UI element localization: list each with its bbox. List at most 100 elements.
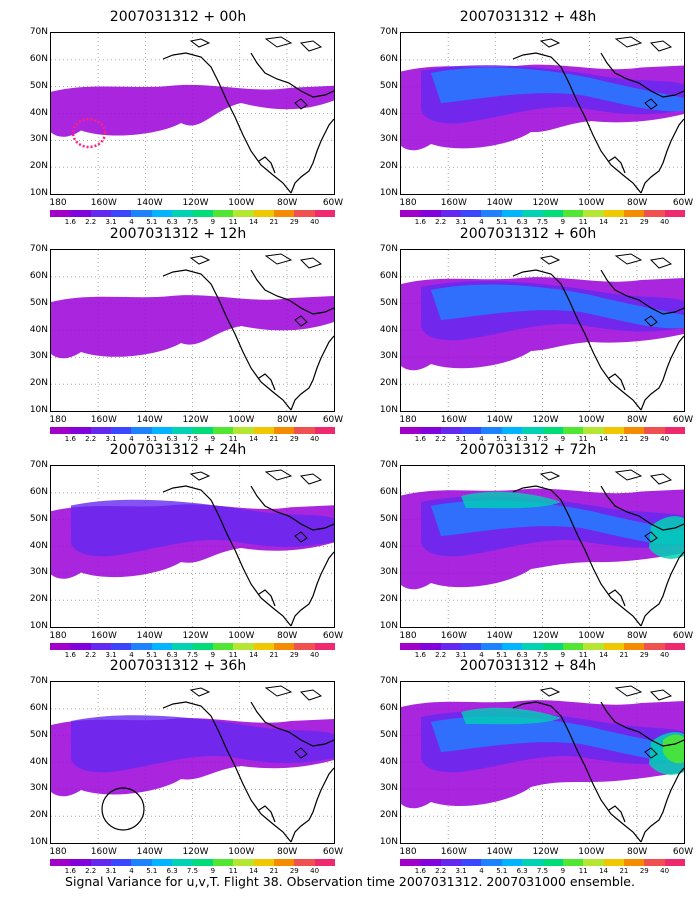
longitude-label: 140W <box>486 847 513 857</box>
colorbar-swatch <box>314 859 336 866</box>
coastline-island <box>299 40 323 52</box>
colorbar-label: 1.6 <box>414 651 426 659</box>
colorbar-swatch <box>131 210 152 217</box>
colorbar-swatch <box>440 643 462 650</box>
panel-title: 2007031312 + 12h <box>109 226 247 242</box>
coastline-island <box>644 531 658 543</box>
latitude-label: 40N <box>379 540 398 551</box>
colorbar-swatch <box>420 859 441 866</box>
latitude-label: 50N <box>379 513 398 524</box>
colorbar-swatch <box>90 210 112 217</box>
colorbar-swatch <box>50 427 71 434</box>
latitude-label: 40N <box>379 107 398 118</box>
longitude-label: 180 <box>399 198 417 208</box>
colorbar-swatch <box>253 643 274 650</box>
colorbar-label: 14 <box>249 867 259 875</box>
colorbar-swatch <box>522 859 543 866</box>
longitude-label: 80W <box>276 198 298 208</box>
colorbar-swatch <box>111 427 132 434</box>
colorbar-label: 21 <box>269 651 279 659</box>
colorbar-label: 2.2 <box>435 218 447 226</box>
colorbar-swatch <box>501 210 523 217</box>
colorbar-swatch <box>131 859 152 866</box>
longitude-label: 120W <box>532 631 559 641</box>
latitude-label: 70N <box>379 676 398 686</box>
forecast-panel: 2007031312 + 36h 70N 60N 50N 40N 30N 20N 10N 180… <box>18 657 343 875</box>
colorbar <box>50 210 336 217</box>
colorbar-swatch <box>314 210 336 217</box>
latitude-label: 60N <box>29 486 48 497</box>
colorbar-label: 7.5 <box>186 435 199 443</box>
latitude-label: 20N <box>29 378 48 389</box>
longitude-label: 160W <box>440 631 467 641</box>
colorbar-swatch <box>273 210 295 217</box>
latitude-label: 40N <box>29 756 48 767</box>
longitude-label: 60W <box>322 198 344 208</box>
latitude-label: 30N <box>29 134 48 145</box>
colorbar-label: 9 <box>210 867 216 875</box>
coastline-island <box>649 689 673 701</box>
colorbar-swatch <box>111 859 132 866</box>
latitude-label: 10N <box>29 837 48 847</box>
panel-title: 2007031312 + 24h <box>109 442 247 458</box>
longitude-label: 100W <box>578 415 605 425</box>
longitude-label: 60W <box>672 198 694 208</box>
colorbar-label: 7.5 <box>186 218 199 226</box>
latitude-label: 50N <box>379 80 398 91</box>
coastline-island <box>649 473 673 485</box>
coastline-island <box>649 40 673 52</box>
colorbar-label: 2.2 <box>85 651 97 659</box>
colorbar-swatch <box>192 859 213 866</box>
colorbar-label: 4 <box>129 867 134 875</box>
colorbar-swatch <box>542 210 563 217</box>
colorbar-label: 7.5 <box>536 435 549 443</box>
latitude-label: 70N <box>29 27 48 37</box>
colorbar-label: 11 <box>228 218 238 226</box>
colorbar-label: 14 <box>599 435 609 443</box>
colorbar-label: 1.6 <box>64 435 76 443</box>
latitude-label: 10N <box>379 405 398 415</box>
colorbar-swatch <box>273 427 295 434</box>
colorbar-label: 1.6 <box>64 651 76 659</box>
longitude-label: 120W <box>182 847 209 857</box>
colorbar-label: 5.1 <box>496 218 508 226</box>
longitude-label: 160W <box>440 198 467 208</box>
panel-title: 2007031312 + 72h <box>459 442 597 458</box>
colorbar-swatch <box>50 210 71 217</box>
colorbar-swatch <box>90 643 112 650</box>
longitude-label: 140W <box>136 847 163 857</box>
colorbar-label: 11 <box>578 867 588 875</box>
coastline <box>512 485 684 627</box>
colorbar-swatch <box>233 643 254 650</box>
longitude-label: 160W <box>440 415 467 425</box>
colorbar-label: 9 <box>210 651 216 659</box>
colorbar-swatch <box>522 643 543 650</box>
colorbar-label: 1.6 <box>414 867 426 875</box>
colorbar-label: 29 <box>289 867 299 875</box>
coastline-island <box>614 36 643 48</box>
coastline-island <box>294 531 308 543</box>
longitude-label: 180 <box>49 198 67 208</box>
coastline-island <box>299 257 323 269</box>
colorbar-swatch <box>562 210 584 217</box>
coastline <box>162 52 334 194</box>
colorbar-label: 3.1 <box>455 867 467 875</box>
colorbar-label: 40 <box>310 651 320 659</box>
colorbar-swatch <box>481 210 502 217</box>
colorbar-label: 29 <box>289 435 299 443</box>
signal-variance-contour <box>461 491 561 509</box>
colorbar-swatch <box>253 859 274 866</box>
longitude-label: 80W <box>276 631 298 641</box>
signal-variance-contour <box>431 67 684 112</box>
colorbar-swatch <box>151 643 173 650</box>
latitude-label: 70N <box>379 460 398 470</box>
longitude-label: 100W <box>228 631 255 641</box>
latitude-label: 70N <box>29 244 48 254</box>
latitude-label: 60N <box>29 53 48 64</box>
longitude-label: 180 <box>49 415 67 425</box>
colorbar-label: 5.1 <box>496 867 508 875</box>
colorbar-label: 11 <box>578 435 588 443</box>
colorbar-label: 9 <box>210 435 216 443</box>
colorbar-swatch <box>481 859 502 866</box>
colorbar-swatch <box>664 210 686 217</box>
